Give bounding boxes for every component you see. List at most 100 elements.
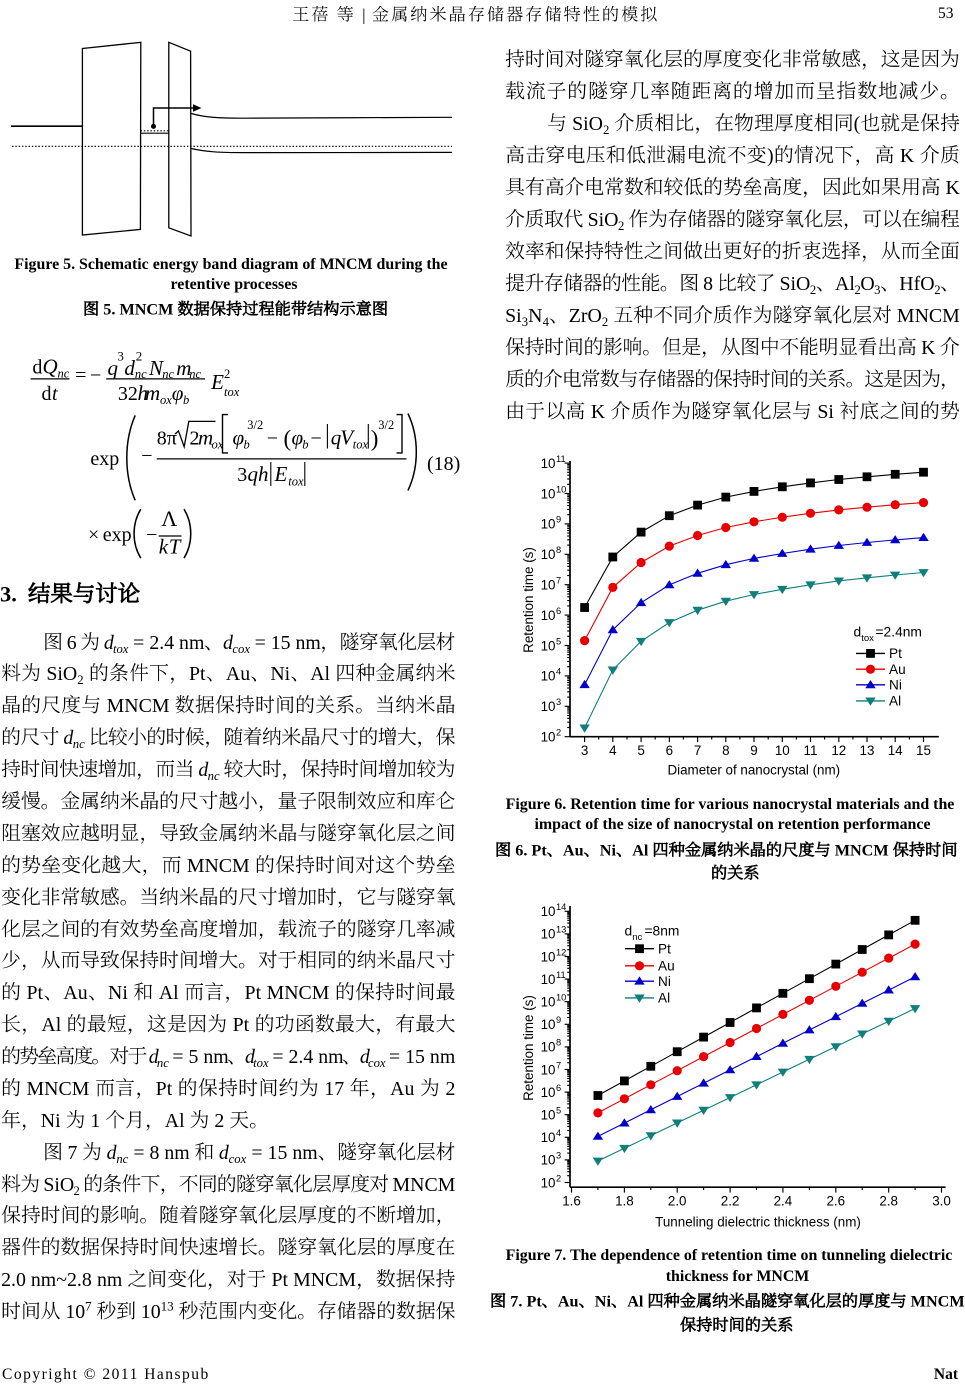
svg-text:7: 7 xyxy=(68,1141,78,1163)
svg-text:5: 5 xyxy=(556,636,561,646)
svg-text:10: 10 xyxy=(541,730,556,745)
svg-text:1: 1 xyxy=(90,1110,100,1132)
svg-text:2: 2 xyxy=(214,1110,224,1132)
svg-text:−: − xyxy=(90,365,101,387)
svg-text:= 15 nm: = 15 nm xyxy=(250,631,322,653)
svg-text:φ: φ xyxy=(172,381,184,405)
svg-text:32: 32 xyxy=(118,383,138,405)
svg-text:MNCM: MNCM xyxy=(910,1292,964,1310)
svg-text:13: 13 xyxy=(161,1299,175,1313)
svg-text:SiO: SiO xyxy=(588,209,619,231)
svg-text:2.0: 2.0 xyxy=(1,1269,26,1291)
svg-text:exp: exp xyxy=(103,524,132,546)
svg-text:SiO: SiO xyxy=(572,113,603,135)
svg-text:Retention time (s): Retention time (s) xyxy=(521,547,536,653)
svg-text:10: 10 xyxy=(541,904,556,919)
svg-text:K: K xyxy=(946,177,961,199)
svg-text:d: d xyxy=(360,1046,370,1068)
svg-text:2.0: 2.0 xyxy=(668,1194,687,1209)
svg-text:d: d xyxy=(223,631,233,653)
svg-text:13: 13 xyxy=(556,925,566,935)
svg-text:10: 10 xyxy=(541,517,556,532)
svg-text:Retention time (s): Retention time (s) xyxy=(521,995,536,1101)
svg-text:2: 2 xyxy=(224,367,230,381)
svg-text:9: 9 xyxy=(750,743,757,758)
svg-text:3: 3 xyxy=(522,315,528,329)
svg-text:= 2.4 nm: = 2.4 nm xyxy=(128,631,205,653)
svg-text:6.: 6. xyxy=(515,842,527,860)
svg-text:Au: Au xyxy=(557,1292,578,1310)
svg-text:d: d xyxy=(245,1046,255,1068)
svg-text:10: 10 xyxy=(556,484,566,494)
svg-text:Au: Au xyxy=(563,842,584,860)
svg-text:7.: 7. xyxy=(510,1292,522,1310)
svg-text:13: 13 xyxy=(860,743,875,758)
svg-text:Λ: Λ xyxy=(161,506,177,531)
svg-text:Ni: Ni xyxy=(594,1292,611,1310)
svg-text:d: d xyxy=(625,924,633,939)
svg-text:Pt: Pt xyxy=(189,663,206,685)
svg-text:tox: tox xyxy=(224,385,240,399)
svg-text:−: − xyxy=(141,445,152,467)
svg-text:10: 10 xyxy=(541,1017,556,1032)
svg-text:10: 10 xyxy=(556,993,566,1003)
svg-text:MNCM: MNCM xyxy=(107,695,170,717)
svg-text:8: 8 xyxy=(722,743,729,758)
svg-text:Al: Al xyxy=(835,273,855,295)
svg-text:N: N xyxy=(148,356,164,380)
svg-text:2: 2 xyxy=(136,349,143,364)
svg-text:17: 17 xyxy=(324,1078,344,1100)
svg-text:SiO: SiO xyxy=(46,663,77,685)
svg-text:Pt: Pt xyxy=(531,842,547,860)
svg-text:= 8 nm: = 8 nm xyxy=(128,1141,190,1163)
svg-text:10: 10 xyxy=(541,927,556,942)
svg-text:m: m xyxy=(145,381,160,405)
svg-text:Pt: Pt xyxy=(245,982,262,1004)
svg-text:−: − xyxy=(267,427,278,449)
svg-text:10: 10 xyxy=(541,1130,556,1145)
svg-text:d: d xyxy=(854,625,862,640)
svg-text:Pt: Pt xyxy=(526,1292,542,1310)
svg-text:10: 10 xyxy=(775,743,790,758)
svg-text:10: 10 xyxy=(141,1301,161,1323)
svg-text:t: t xyxy=(52,383,58,405)
svg-text:12: 12 xyxy=(556,947,566,957)
svg-text:m: m xyxy=(176,356,191,380)
svg-text:Au: Au xyxy=(226,663,250,685)
svg-text:φ: φ xyxy=(292,425,304,449)
svg-text:Al: Al xyxy=(889,694,901,709)
svg-text:Ni: Ni xyxy=(108,982,128,1004)
svg-text:2: 2 xyxy=(556,1173,561,1183)
svg-text:= 2.4 nm: = 2.4 nm xyxy=(267,1046,344,1068)
svg-text:2.8: 2.8 xyxy=(879,1194,898,1209)
svg-text:K: K xyxy=(900,145,915,167)
svg-text:Al: Al xyxy=(627,1292,644,1310)
svg-text:7: 7 xyxy=(556,576,561,586)
svg-text:=8nm: =8nm xyxy=(645,924,680,939)
svg-text:φ: φ xyxy=(233,425,245,449)
svg-text:3.: 3. xyxy=(0,581,16,606)
svg-text:HfO: HfO xyxy=(899,273,934,295)
svg-text:2: 2 xyxy=(603,123,609,137)
svg-text:11: 11 xyxy=(556,970,566,980)
svg-text:d: d xyxy=(42,383,52,405)
svg-text:10: 10 xyxy=(541,1153,556,1168)
svg-text:2: 2 xyxy=(854,283,860,297)
svg-text:nc: nc xyxy=(58,367,70,381)
svg-text:Q: Q xyxy=(43,355,58,379)
svg-text:): ) xyxy=(767,145,774,167)
svg-text:Si: Si xyxy=(817,401,834,423)
svg-text:−: − xyxy=(311,427,322,449)
svg-text:10: 10 xyxy=(541,949,556,964)
svg-text:Al: Al xyxy=(310,663,330,685)
svg-text:2.4: 2.4 xyxy=(774,1194,793,1209)
svg-text:q: q xyxy=(248,462,259,486)
svg-text:×: × xyxy=(88,524,99,546)
svg-text:b: b xyxy=(244,437,250,451)
svg-text:8: 8 xyxy=(157,427,167,449)
svg-text:q: q xyxy=(331,425,342,449)
svg-text:7: 7 xyxy=(694,743,701,758)
svg-text:6: 6 xyxy=(67,631,77,653)
svg-text:Al: Al xyxy=(159,982,179,1004)
svg-text:tox: tox xyxy=(253,1056,269,1070)
